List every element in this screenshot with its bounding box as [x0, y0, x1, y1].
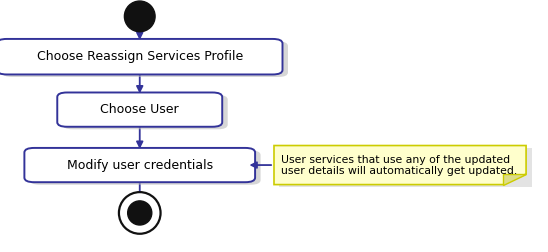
Polygon shape [503, 174, 526, 184]
Ellipse shape [128, 201, 152, 225]
Polygon shape [274, 146, 526, 184]
Text: Choose Reassign Services Profile: Choose Reassign Services Profile [37, 50, 243, 63]
Text: Choose User: Choose User [100, 103, 179, 116]
Text: User services that use any of the updated: User services that use any of the update… [281, 154, 510, 165]
Text: user details will automatically get updated.: user details will automatically get upda… [281, 166, 517, 176]
FancyBboxPatch shape [3, 42, 288, 77]
FancyBboxPatch shape [30, 150, 261, 185]
Text: Modify user credentials: Modify user credentials [67, 159, 213, 172]
FancyBboxPatch shape [0, 39, 283, 75]
Ellipse shape [119, 192, 161, 234]
FancyBboxPatch shape [24, 148, 255, 182]
FancyBboxPatch shape [62, 95, 228, 129]
Ellipse shape [124, 1, 155, 32]
FancyBboxPatch shape [57, 92, 222, 127]
Polygon shape [279, 148, 532, 187]
